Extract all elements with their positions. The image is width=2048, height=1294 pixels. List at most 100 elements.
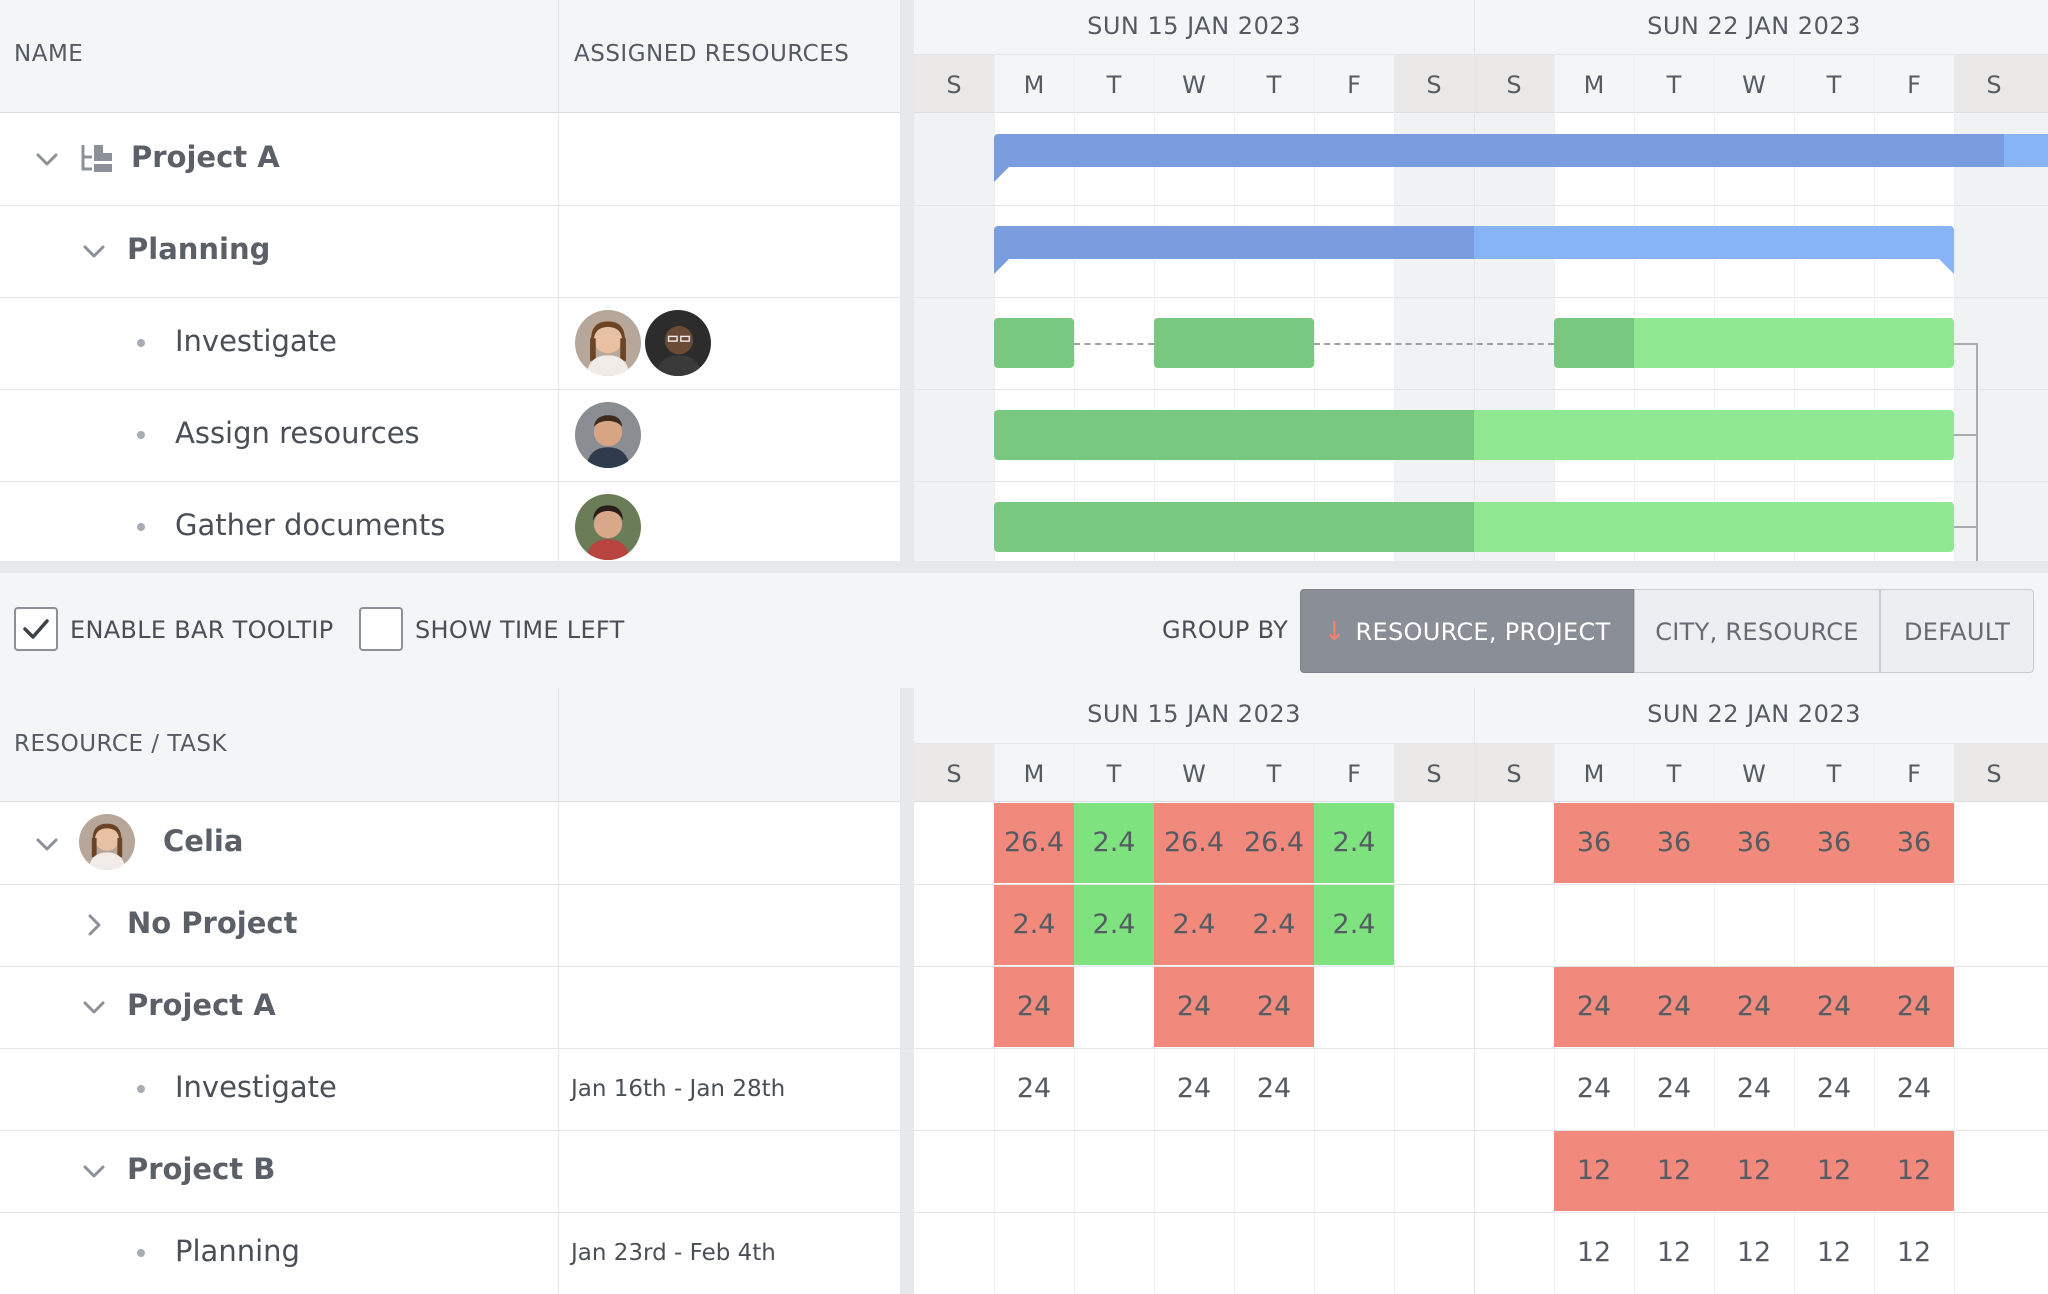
group-resource-project-button[interactable]: ↓ RESOURCE, PROJECT [1300, 589, 1634, 673]
top-splitter[interactable] [900, 0, 914, 561]
gather-documents-bar[interactable] [994, 502, 1474, 552]
allocation-cell[interactable]: 12 [1736, 1237, 1772, 1268]
group-project-a[interactable]: Project A [127, 988, 276, 1022]
chevron-down-icon[interactable] [79, 1156, 109, 1186]
bullet-icon [137, 1249, 145, 1257]
row-assign-resources[interactable]: Assign resources [175, 416, 420, 450]
allocation-cell[interactable]: 24 [1794, 967, 1874, 1047]
row-planning[interactable]: Planning [127, 232, 271, 266]
project-a-summary-bar-remaining[interactable] [2004, 134, 2048, 167]
enable-bar-tooltip-label[interactable]: ENABLE BAR TOOLTIP [70, 616, 334, 644]
allocation-cell[interactable]: 12 [1634, 1131, 1714, 1211]
allocation-cell[interactable]: 36 [1634, 803, 1714, 883]
avatar-man[interactable] [573, 400, 643, 470]
task-planning[interactable]: Planning [175, 1234, 300, 1268]
allocation-cell[interactable]: 2.4 [1314, 885, 1394, 965]
investigate-segment-3-remaining[interactable] [1634, 318, 1954, 368]
allocation-cell[interactable]: 2.4 [1074, 803, 1154, 883]
column-header-assigned-resources[interactable]: ASSIGNED RESOURCES [574, 41, 850, 67]
allocation-cell[interactable]: 12 [1576, 1237, 1612, 1268]
group-project-b[interactable]: Project B [127, 1152, 276, 1186]
group-default-button[interactable]: DEFAULT [1880, 589, 2034, 673]
allocation-cell[interactable]: 2.4 [1234, 885, 1314, 965]
top-row-line-4 [0, 481, 2048, 482]
allocation-cell[interactable]: 26.4 [1154, 803, 1234, 883]
allocation-cell[interactable]: 24 [1634, 967, 1714, 1047]
allocation-cell[interactable]: 26.4 [994, 803, 1074, 883]
allocation-cell[interactable]: 24 [1234, 967, 1314, 1047]
day-header-12: F [1907, 71, 1921, 99]
allocation-cell[interactable]: 12 [1554, 1131, 1634, 1211]
resource-celia[interactable]: Celia [163, 824, 244, 858]
show-time-left-checkbox[interactable] [359, 607, 403, 651]
project-a-summary-bar[interactable] [994, 134, 2004, 167]
day-gridline [1554, 54, 1555, 561]
allocation-cell[interactable]: 12 [1794, 1131, 1874, 1211]
allocation-cell[interactable]: 24 [1576, 1073, 1612, 1104]
allocation-cell[interactable]: 24 [1256, 1073, 1292, 1104]
bottom-week-header-1: SUN 15 JAN 2023 [1087, 700, 1301, 728]
planning-summary-bar[interactable] [994, 226, 1474, 259]
avatar-celia[interactable] [77, 812, 137, 872]
show-time-left-label[interactable]: SHOW TIME LEFT [415, 616, 625, 644]
allocation-cell[interactable]: 12 [1816, 1237, 1852, 1268]
assign-resources-bar-remaining[interactable] [1474, 410, 1954, 460]
avatar-man-2[interactable] [573, 492, 643, 562]
chevron-down-icon[interactable] [32, 144, 62, 174]
chevron-down-icon[interactable] [32, 829, 62, 859]
avatar-man-glasses[interactable] [643, 308, 713, 378]
allocation-cell[interactable]: 26.4 [1234, 803, 1314, 883]
allocation-cell[interactable]: 12 [1656, 1237, 1692, 1268]
allocation-cell[interactable]: 12 [1896, 1237, 1932, 1268]
investigate-segment-3[interactable] [1554, 318, 1634, 368]
day-header-9: T [1666, 71, 1682, 99]
allocation-cell[interactable]: 24 [1016, 1073, 1052, 1104]
row-investigate[interactable]: Investigate [175, 324, 337, 358]
planning-bar-start [994, 259, 1009, 274]
allocation-cell[interactable]: 24 [1154, 967, 1234, 1047]
day-header-4: T [1266, 71, 1282, 99]
allocation-cell[interactable]: 24 [994, 967, 1074, 1047]
row-gather-documents[interactable]: Gather documents [175, 508, 446, 542]
planning-summary-bar-remaining[interactable] [1474, 226, 1954, 259]
gather-documents-bar-remaining[interactable] [1474, 502, 1954, 552]
group-city-resource-button[interactable]: CITY, RESOURCE [1634, 589, 1880, 673]
group-no-project[interactable]: No Project [127, 906, 298, 940]
allocation-cell[interactable]: 12 [1714, 1131, 1794, 1211]
avatar-woman[interactable] [573, 308, 643, 378]
allocation-cell[interactable]: 36 [1794, 803, 1874, 883]
column-header-resource-task[interactable]: RESOURCE / TASK [14, 731, 228, 757]
allocation-cell[interactable]: 2.4 [1074, 885, 1154, 965]
allocation-cell[interactable]: 24 [1554, 967, 1634, 1047]
project-a-bar-end [994, 167, 1009, 182]
assign-resources-bar[interactable] [994, 410, 1474, 460]
bottom-grid-header [0, 688, 2048, 802]
allocation-cell[interactable]: 24 [1714, 967, 1794, 1047]
chevron-down-icon[interactable] [79, 236, 109, 266]
allocation-cell[interactable]: 36 [1554, 803, 1634, 883]
bottom-header-day-shade-1 [914, 743, 994, 802]
bottom-splitter[interactable] [900, 688, 914, 1294]
allocation-cell[interactable]: 24 [1816, 1073, 1852, 1104]
allocation-cell[interactable]: 12 [1874, 1131, 1954, 1211]
investigate-segment-1[interactable] [994, 318, 1074, 368]
allocation-cell[interactable]: 36 [1714, 803, 1794, 883]
chevron-down-icon[interactable] [79, 992, 109, 1022]
chevron-right-icon[interactable] [79, 910, 109, 940]
allocation-cell[interactable]: 24 [1736, 1073, 1772, 1104]
day-header-4: T [1266, 760, 1282, 788]
allocation-cell[interactable]: 36 [1874, 803, 1954, 883]
allocation-cell[interactable]: 24 [1874, 967, 1954, 1047]
column-header-name[interactable]: NAME [14, 41, 84, 67]
allocation-cell[interactable]: 2.4 [1154, 885, 1234, 965]
allocation-cell[interactable]: 24 [1896, 1073, 1932, 1104]
allocation-cell[interactable]: 2.4 [994, 885, 1074, 965]
enable-bar-tooltip-checkbox[interactable] [14, 607, 58, 651]
allocation-cell[interactable]: 24 [1176, 1073, 1212, 1104]
day-header-5: F [1347, 71, 1361, 99]
allocation-cell[interactable]: 2.4 [1314, 803, 1394, 883]
task-investigate[interactable]: Investigate [175, 1070, 337, 1104]
allocation-cell[interactable]: 24 [1656, 1073, 1692, 1104]
row-project-a[interactable]: Project A [131, 140, 280, 174]
investigate-segment-2[interactable] [1154, 318, 1314, 368]
